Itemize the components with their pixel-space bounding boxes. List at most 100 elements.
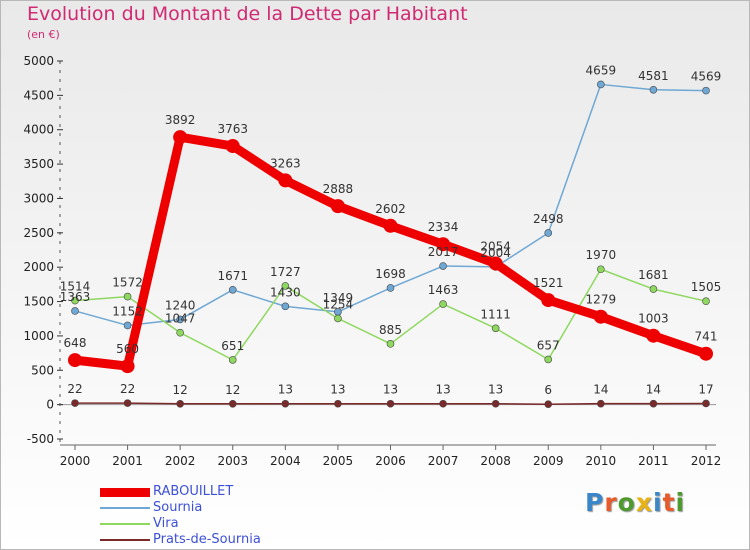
data-point-prats-de-sournia <box>702 399 710 408</box>
data-point-prats-de-sournia <box>123 399 132 407</box>
x-tick-label: 2006 <box>375 454 406 468</box>
data-point-rabouillet <box>593 309 608 324</box>
data-point-rabouillet <box>646 328 661 343</box>
data-label-rabouillet: 1279 <box>586 293 617 307</box>
data-point-prats-de-sournia <box>71 399 79 407</box>
data-label-prats-de-sournia: 12 <box>173 383 188 397</box>
data-point-sournia <box>439 262 447 270</box>
x-tick-label: 2002 <box>165 454 196 468</box>
data-point-vira <box>281 282 290 290</box>
legend-swatch-vira <box>100 523 150 525</box>
proxiti-logo: Proxiti <box>585 488 686 517</box>
data-label-sournia: 1671 <box>217 269 248 283</box>
data-point-sournia <box>123 321 132 330</box>
data-point-sournia <box>281 302 290 311</box>
y-tick-label: 3500 <box>23 157 54 171</box>
data-label-sournia: 1240 <box>165 298 196 312</box>
data-label-prats-de-sournia: 17 <box>698 382 713 396</box>
legend-item-sournia: Sournia <box>100 500 360 516</box>
x-tick-label: 2005 <box>323 454 354 468</box>
data-label-prats-de-sournia: 22 <box>120 382 135 396</box>
data-point-rabouillet <box>699 346 713 361</box>
data-point-vira <box>334 314 342 323</box>
data-point-prats-de-sournia <box>439 399 447 408</box>
data-point-rabouillet <box>68 353 82 368</box>
data-point-vira <box>123 292 132 301</box>
legend-swatch-rabouillet <box>100 487 150 497</box>
data-label-rabouillet: 1003 <box>638 312 669 326</box>
chart-series <box>68 80 713 409</box>
legend-item-vira: Vira <box>100 516 360 532</box>
y-tick-label: -500 <box>27 432 54 446</box>
data-point-rabouillet <box>330 199 345 214</box>
x-tick-label: 2001 <box>112 454 143 468</box>
data-label-sournia: 1698 <box>375 267 406 281</box>
y-tick-label: 0 <box>46 398 54 412</box>
data-label-sournia: 2017 <box>428 245 459 259</box>
data-label-prats-de-sournia: 14 <box>593 383 608 397</box>
legend-label-sournia: Sournia <box>153 500 203 515</box>
data-label-vira: 1681 <box>638 268 669 282</box>
data-point-prats-de-sournia <box>281 399 290 408</box>
y-tick-label: 2000 <box>23 260 54 274</box>
y-tick-label: 2500 <box>23 226 54 240</box>
data-point-rabouillet <box>173 130 188 145</box>
chart-title: Evolution du Montant de la Dette par Hab… <box>27 3 468 25</box>
data-label-prats-de-sournia: 13 <box>488 383 503 397</box>
data-label-rabouillet: 741 <box>695 330 718 344</box>
data-label-sournia: 1349 <box>323 291 354 305</box>
x-tick-label: 2012 <box>691 454 722 468</box>
data-point-rabouillet <box>541 293 556 308</box>
data-point-vira <box>491 324 500 333</box>
data-point-prats-de-sournia <box>544 400 553 409</box>
y-tick-label: 5000 <box>23 54 54 68</box>
data-label-sournia: 4569 <box>691 70 722 84</box>
data-label-rabouillet: 3892 <box>165 113 196 127</box>
data-label-vira: 1463 <box>428 283 459 297</box>
chart-legend: RABOUILLET Sournia Vira Prats-de-Sournia <box>100 484 360 548</box>
legend-label-rabouillet: RABOUILLET <box>153 484 234 499</box>
data-point-prats-de-sournia <box>228 400 237 408</box>
data-label-sournia: 4581 <box>638 69 669 83</box>
data-label-vira: 885 <box>379 323 402 337</box>
x-tick-label: 2003 <box>217 454 248 468</box>
data-label-rabouillet: 648 <box>64 336 87 350</box>
data-label-sournia: 2004 <box>480 246 511 260</box>
data-label-sournia: 1363 <box>60 290 91 304</box>
data-label-vira: 1111 <box>480 307 511 321</box>
data-point-sournia <box>597 80 605 89</box>
data-point-sournia <box>386 284 395 292</box>
data-point-sournia <box>176 315 184 324</box>
data-point-rabouillet <box>278 173 293 188</box>
legend-label-prats-de-sournia: Prats-de-Sournia <box>153 532 261 547</box>
data-point-sournia <box>228 285 237 294</box>
data-label-sournia: 4659 <box>586 63 617 77</box>
data-label-rabouillet: 2054 <box>480 239 511 253</box>
data-label-sournia: 1152 <box>112 304 143 318</box>
legend-item-rabouillet: RABOUILLET <box>100 484 360 500</box>
data-point-vira <box>439 300 447 308</box>
legend-swatch-sournia <box>100 507 150 509</box>
data-point-sournia <box>702 86 710 95</box>
data-point-vira <box>386 340 395 348</box>
data-point-sournia <box>649 85 658 94</box>
legend-label-vira: Vira <box>153 516 179 531</box>
data-label-rabouillet: 2334 <box>428 220 459 234</box>
x-tick-label: 2011 <box>638 454 669 468</box>
data-label-prats-de-sournia: 6 <box>544 383 552 397</box>
data-label-vira: 1514 <box>60 280 91 294</box>
y-tick-label: 1000 <box>23 329 54 343</box>
data-label-prats-de-sournia: 13 <box>330 383 345 397</box>
data-label-vira: 1970 <box>586 248 617 262</box>
x-tick-label: 2007 <box>428 454 459 468</box>
data-label-vira: 657 <box>537 338 560 352</box>
data-point-vira <box>176 328 184 337</box>
data-label-sournia: 1430 <box>270 285 301 299</box>
data-point-sournia <box>71 307 79 315</box>
data-point-prats-de-sournia <box>176 400 184 408</box>
chart-axes: -500 0 500 1000 1500 2000 2500 3000 3500 4000 4500… <box>23 54 721 468</box>
y-tick-label: 4500 <box>23 88 54 102</box>
data-label-prats-de-sournia: 13 <box>278 383 293 397</box>
